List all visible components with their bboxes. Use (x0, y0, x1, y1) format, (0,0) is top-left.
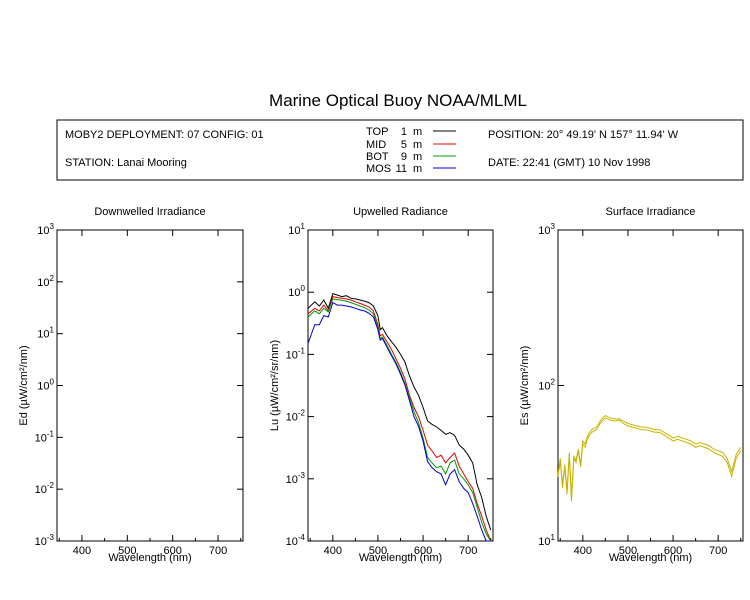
series-line (307, 301, 491, 542)
plot-frame (56, 229, 244, 542)
position-text: POSITION: 20° 49.19' N 157° 11.94' W (488, 129, 679, 141)
x-tick-label: 700 (459, 545, 477, 557)
x-axis-label: Wavelength (nm) (359, 552, 442, 564)
y-axis-label: Es (µW/cm²/nm) (519, 346, 531, 426)
chart-panel: Downwelled Irradiance 400 500 600 700 Wavelen… (18, 206, 244, 564)
chart-panel: Surface Irradiance 400 500 600 700 Wavelength… (519, 206, 744, 564)
legend-label: MID (366, 139, 386, 151)
y-tick-label: 103 (538, 222, 555, 237)
chart-panel: Upwelled Radiance 400 500 600 700 Wavelength … (269, 206, 494, 564)
legend-unit: m (413, 126, 422, 138)
plot-frame (557, 229, 744, 542)
y-tick-label: 101 (288, 222, 305, 237)
legend-depth: 11 (396, 163, 407, 175)
y-tick-label: 102 (37, 274, 54, 289)
x-axis-label: Wavelength (nm) (108, 552, 191, 564)
legend-item: MOS 11 m (366, 163, 456, 175)
y-axis-label: Lu (µW/cm²/sr/nm) (269, 340, 281, 431)
x-tick-label: 700 (709, 545, 727, 557)
y-tick-label: 10-1 (35, 429, 55, 444)
x-tick-label: 700 (209, 545, 227, 557)
y-tick-label: 10-2 (286, 409, 306, 424)
y-tick-label: 103 (37, 222, 54, 237)
legend-label: BOT (366, 151, 389, 163)
y-tick-label: 10-3 (35, 533, 55, 548)
x-tick-label: 600 (414, 545, 432, 557)
x-tick-label: 400 (73, 545, 91, 557)
plot-frame (307, 229, 494, 542)
series-line (307, 296, 492, 542)
legend-unit: m (413, 151, 422, 163)
deployment-text: MOBY2 DEPLOYMENT: 07 CONFIG: 01 (65, 129, 264, 141)
x-tick-label: 400 (574, 545, 592, 557)
station-text: STATION: Lanai Mooring (65, 157, 187, 169)
legend-item: MID 5 m (366, 139, 456, 151)
series-line (557, 414, 742, 498)
y-tick-label: 10-4 (286, 533, 306, 548)
x-tick-label: 600 (164, 545, 182, 557)
y-tick-label: 10-1 (286, 346, 306, 361)
legend-label: TOP (366, 126, 388, 138)
info-box (56, 119, 744, 181)
series-line (557, 417, 742, 502)
y-tick-label: 100 (37, 378, 54, 393)
series-line (307, 298, 492, 542)
x-tick-label: 500 (369, 545, 387, 557)
date-text: DATE: 22:41 (GMT) 10 Nov 1998 (488, 157, 650, 169)
legend-item: BOT 9 m (366, 151, 456, 163)
y-tick-label: 101 (538, 533, 555, 548)
legend-item: TOP 1 m (366, 126, 456, 138)
panel-title: Downwelled Irradiance (94, 206, 205, 218)
legend-unit: m (413, 139, 422, 151)
legend-depth: 9 (401, 151, 407, 163)
panel-title: Surface Irradiance (606, 206, 696, 218)
x-tick-label: 500 (118, 545, 136, 557)
legend-depth: 5 (401, 139, 407, 151)
legend-label: MOS (366, 163, 391, 175)
series-line (307, 292, 492, 531)
x-tick-label: 600 (664, 545, 682, 557)
page-title: Marine Optical Buoy NOAA/MLML (269, 91, 527, 110)
y-tick-label: 10-3 (286, 471, 306, 486)
y-tick-label: 101 (37, 326, 54, 341)
y-tick-label: 102 (538, 378, 555, 393)
x-axis-label: Wavelength (nm) (609, 552, 692, 564)
legend-unit: m (413, 163, 422, 175)
y-axis-label: Ed (µW/cm²/nm) (18, 345, 30, 425)
x-tick-label: 400 (324, 545, 342, 557)
legend-depth: 1 (401, 126, 407, 138)
y-tick-label: 100 (288, 284, 305, 299)
x-tick-label: 500 (619, 545, 637, 557)
panel-title: Upwelled Radiance (353, 206, 448, 218)
y-tick-label: 10-2 (35, 481, 55, 496)
